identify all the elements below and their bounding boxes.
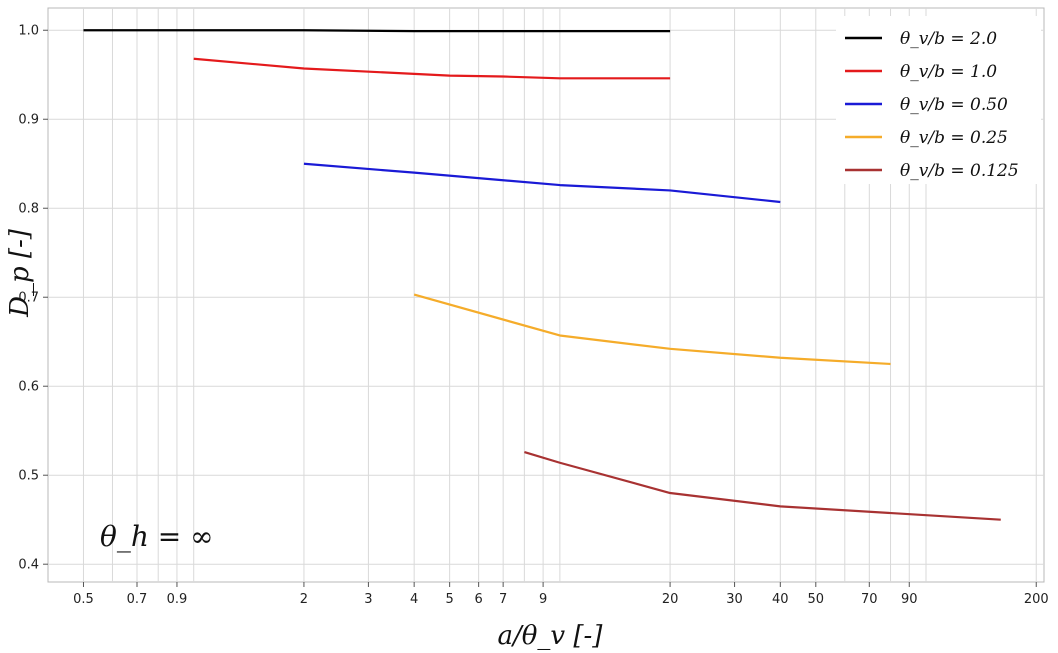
series-line-4 — [413, 293, 891, 366]
legend-label-1: θ_v/b = 2.0 — [900, 29, 997, 49]
x-axis-label: a/θ_v [-] — [498, 621, 604, 651]
x-tick-label: 0.5 — [73, 592, 94, 607]
y-tick-labels: 0.4 0.5 0.6 0.7 0.8 0.9 1.0 — [18, 24, 48, 573]
x-tick-label: 7 — [499, 592, 507, 607]
x-tick-label: 90 — [901, 592, 918, 607]
series-line-2 — [193, 57, 671, 80]
x-tick-labels: 0.5 0.7 0.9 2 3 4 5 6 7 9 20 30 40 50 70 90 200 — [73, 582, 1049, 607]
x-tick-label: 6 — [474, 592, 482, 607]
y-tick-label: 0.9 — [18, 113, 39, 128]
y-tick-label: 0.5 — [18, 469, 39, 484]
legend-label-2: θ_v/b = 1.0 — [900, 62, 997, 82]
x-tick-label: 30 — [726, 592, 743, 607]
x-tick-label: 0.9 — [167, 592, 188, 607]
x-tick-label: 70 — [861, 592, 878, 607]
x-tick-label: 50 — [808, 592, 825, 607]
y-tick-label: 0.4 — [18, 558, 39, 573]
series-line-5 — [524, 451, 1001, 521]
x-tick-label: 3 — [364, 592, 372, 607]
legend-label-5: θ_v/b = 0.125 — [900, 161, 1019, 181]
x-tick-label: 2 — [300, 592, 308, 607]
series-group — [83, 29, 1001, 521]
x-tick-label: 5 — [445, 592, 453, 607]
y-tick-label: 0.7 — [18, 291, 39, 306]
series-line-3 — [303, 162, 781, 204]
theta-h-annotation: θ_h = ∞ — [100, 520, 213, 553]
legend-label-4: θ_v/b = 0.25 — [900, 128, 1008, 148]
series-line-1 — [83, 29, 671, 33]
legend: θ_v/b = 2.0 θ_v/b = 1.0 θ_v/b = 0.50 θ_v/b … — [836, 16, 1041, 184]
x-tick-label: 9 — [539, 592, 547, 607]
legend-label-3: θ_v/b = 0.50 — [900, 95, 1008, 115]
legend-box — [836, 16, 1041, 184]
y-axis-label: D_p [-] — [5, 228, 35, 318]
x-tick-label: 20 — [662, 592, 679, 607]
x-tick-label: 0.7 — [127, 592, 148, 607]
y-tick-label: 1.0 — [18, 24, 39, 39]
y-tick-label: 0.6 — [18, 380, 39, 395]
x-tick-label: 200 — [1024, 592, 1049, 607]
x-tick-label: 4 — [410, 592, 418, 607]
x-tick-label: 40 — [772, 592, 789, 607]
y-tick-label: 0.8 — [18, 202, 39, 217]
